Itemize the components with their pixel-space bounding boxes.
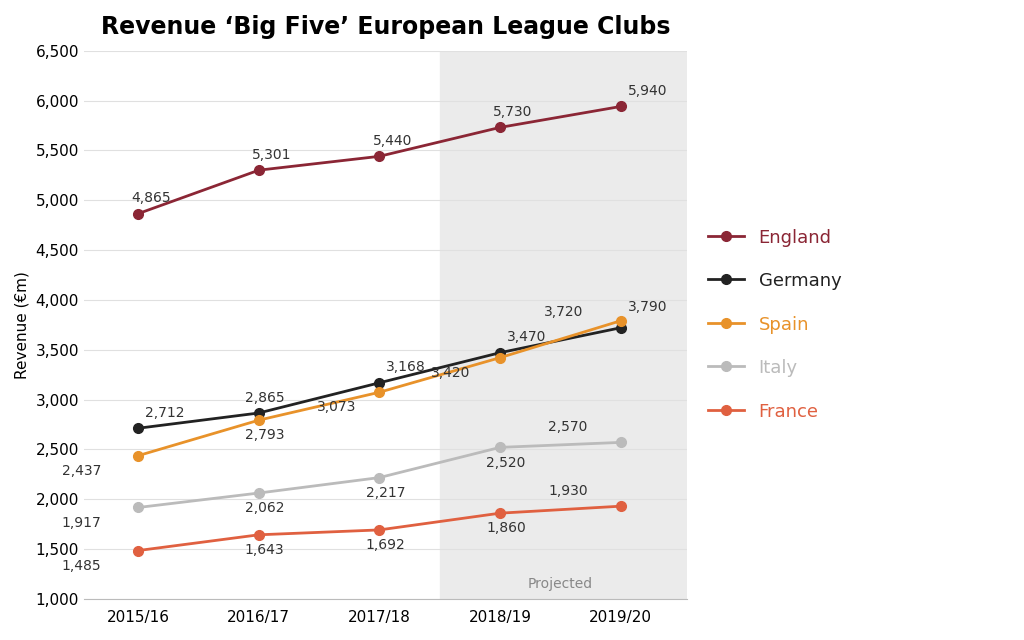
Text: 2,062: 2,062	[245, 501, 285, 515]
Line: Italy: Italy	[133, 438, 626, 513]
Spain	[132, 452, 144, 460]
Text: 1,692: 1,692	[366, 538, 406, 552]
England	[253, 166, 265, 174]
Text: 5,301: 5,301	[252, 148, 292, 162]
Text: 4,865: 4,865	[131, 191, 171, 205]
Text: 2,570: 2,570	[549, 420, 588, 434]
England	[132, 210, 144, 218]
England	[494, 124, 506, 131]
England	[374, 152, 386, 160]
Text: 1,930: 1,930	[549, 484, 588, 498]
Italy	[374, 474, 386, 481]
Italy	[253, 489, 265, 497]
Spain	[374, 388, 386, 396]
Title: Revenue ‘Big Five’ European League Clubs: Revenue ‘Big Five’ European League Clubs	[100, 15, 670, 39]
Text: 2,865: 2,865	[245, 390, 285, 404]
Text: 2,437: 2,437	[61, 464, 101, 478]
Text: 3,420: 3,420	[430, 366, 470, 380]
France	[253, 531, 265, 539]
Text: 3,720: 3,720	[544, 305, 584, 319]
Italy	[132, 504, 144, 511]
Legend: England, Germany, Spain, Italy, France: England, Germany, Spain, Italy, France	[708, 228, 842, 421]
France	[374, 526, 386, 534]
Y-axis label: Revenue (€m): Revenue (€m)	[15, 271, 30, 379]
Text: 2,793: 2,793	[245, 428, 285, 442]
Text: 3,470: 3,470	[507, 330, 547, 344]
France	[614, 502, 627, 510]
Text: 2,712: 2,712	[145, 406, 184, 420]
Text: 1,485: 1,485	[61, 559, 101, 573]
Text: 5,440: 5,440	[373, 134, 412, 148]
Germany	[494, 349, 506, 356]
Germany	[132, 424, 144, 432]
Spain	[253, 417, 265, 424]
Germany	[374, 379, 386, 387]
Text: 3,073: 3,073	[316, 401, 356, 415]
Germany	[614, 324, 627, 332]
Germany	[253, 409, 265, 417]
Text: 3,168: 3,168	[386, 360, 426, 374]
Text: 2,217: 2,217	[366, 486, 406, 500]
Line: Spain: Spain	[133, 316, 626, 461]
Line: England: England	[133, 102, 626, 218]
Bar	[439, 51, 687, 599]
Text: 2,520: 2,520	[486, 456, 525, 470]
Italy	[614, 438, 627, 446]
Spain	[614, 317, 627, 324]
Text: 5,730: 5,730	[494, 105, 532, 119]
Text: 1,917: 1,917	[61, 516, 101, 530]
England	[614, 102, 627, 110]
Text: 1,643: 1,643	[245, 543, 285, 557]
Text: Projected: Projected	[527, 577, 593, 591]
Text: 5,940: 5,940	[628, 84, 667, 98]
Spain	[494, 354, 506, 362]
Text: 1,860: 1,860	[486, 522, 526, 536]
Line: France: France	[133, 501, 626, 556]
Text: 3,790: 3,790	[628, 300, 667, 314]
Line: Germany: Germany	[133, 323, 626, 433]
Italy	[494, 444, 506, 451]
France	[494, 509, 506, 517]
France	[132, 547, 144, 554]
